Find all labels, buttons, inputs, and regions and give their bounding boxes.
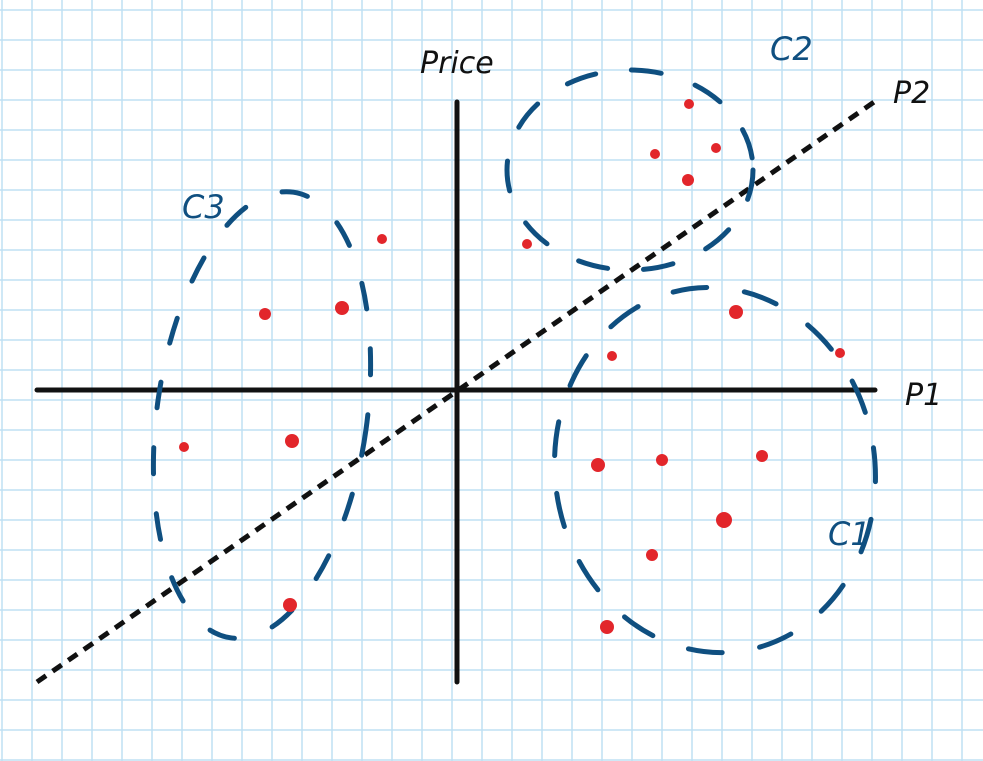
data-point <box>179 442 189 452</box>
data-point <box>729 305 743 319</box>
p1-axis-label: P1 <box>905 378 942 413</box>
data-point <box>682 174 694 186</box>
p2-line-label: P2 <box>893 76 930 111</box>
cluster-c1-outline <box>552 284 878 656</box>
price-axis-label: Price <box>420 46 494 81</box>
data-point <box>835 348 845 358</box>
data-point <box>283 598 297 612</box>
data-point <box>259 308 271 320</box>
cluster-c3-outline <box>150 189 374 641</box>
data-point <box>377 234 387 244</box>
data-point <box>756 450 768 462</box>
data-point <box>607 351 617 361</box>
cluster-c3-label: C3 <box>182 188 225 226</box>
data-point <box>711 143 721 153</box>
cluster-c2-label: C2 <box>770 30 813 68</box>
data-point <box>285 434 299 448</box>
data-point <box>591 458 605 472</box>
data-point <box>684 99 694 109</box>
data-point <box>600 620 614 634</box>
data-point <box>716 512 732 528</box>
data-point <box>335 301 349 315</box>
data-point <box>656 454 668 466</box>
data-point <box>522 239 532 249</box>
cluster-c1-label: C1 <box>828 515 871 553</box>
data-point <box>646 549 658 561</box>
data-point <box>650 149 660 159</box>
cluster-c2-outline <box>504 67 756 273</box>
